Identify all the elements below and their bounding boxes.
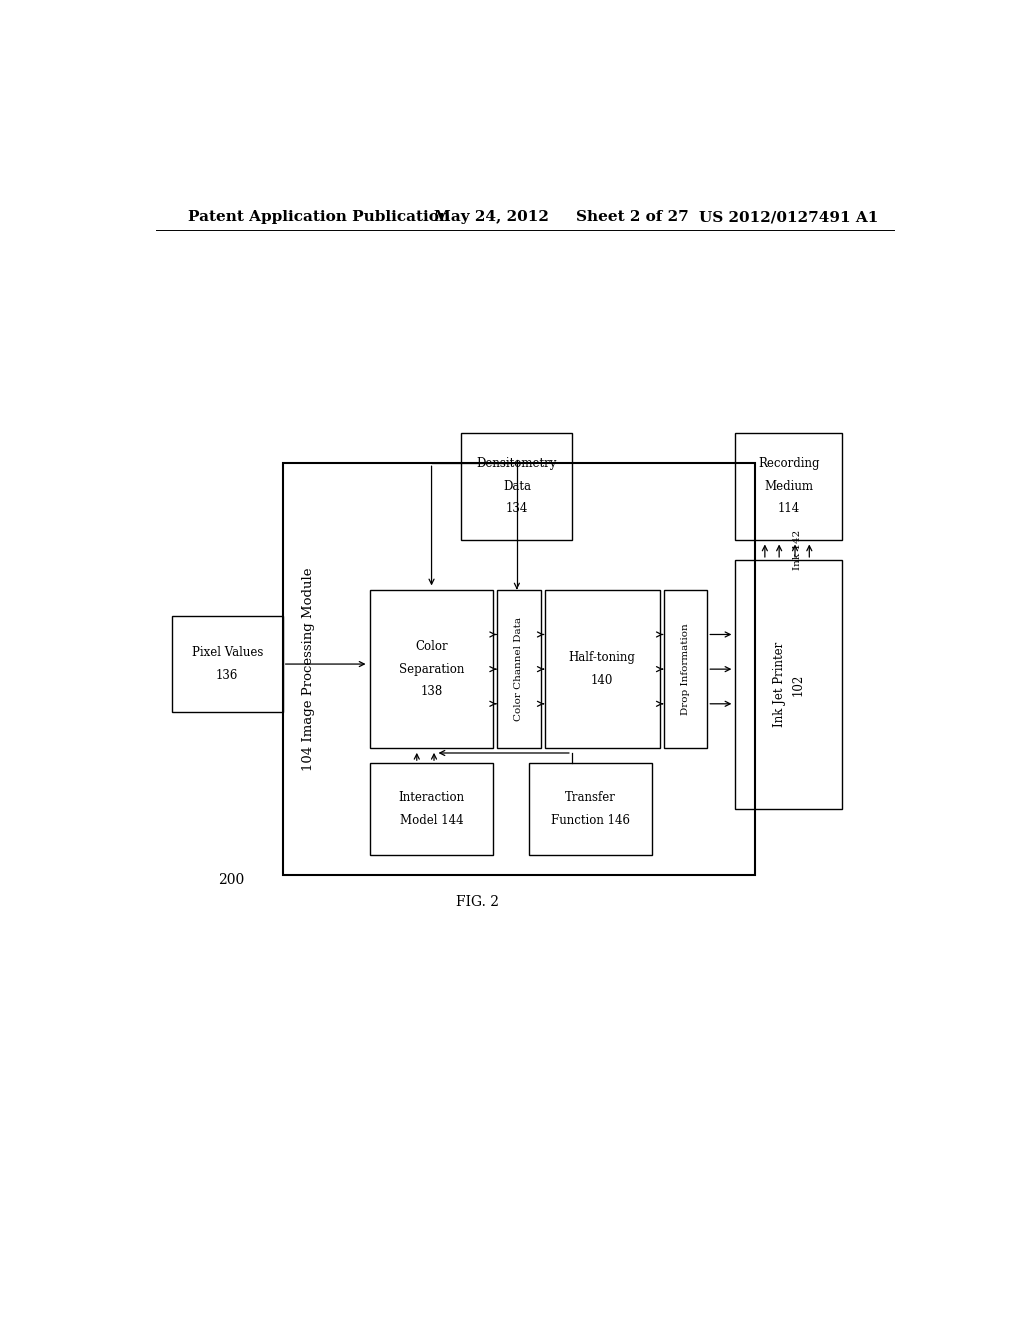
- Text: Half-toning: Half-toning: [568, 652, 636, 664]
- Text: Medium: Medium: [764, 479, 813, 492]
- Text: Transfer: Transfer: [565, 791, 615, 804]
- Text: FIG. 2: FIG. 2: [456, 895, 499, 909]
- Text: Color: Color: [416, 640, 447, 653]
- Text: Data: Data: [503, 479, 530, 492]
- Bar: [497, 590, 541, 748]
- Text: 138: 138: [421, 685, 442, 698]
- Bar: [545, 590, 659, 748]
- Text: Separation: Separation: [399, 663, 464, 676]
- Bar: [664, 590, 708, 748]
- Text: 200: 200: [218, 873, 245, 887]
- Bar: [172, 615, 283, 713]
- Text: 114: 114: [777, 502, 800, 515]
- Bar: [528, 763, 652, 854]
- Bar: [370, 763, 494, 854]
- Text: Densitometry: Densitometry: [477, 457, 557, 470]
- Text: 134: 134: [506, 502, 528, 515]
- Text: 136: 136: [216, 669, 239, 681]
- Text: Recording: Recording: [758, 457, 819, 470]
- Text: US 2012/0127491 A1: US 2012/0127491 A1: [699, 210, 879, 224]
- Text: 104 Image Processing Module: 104 Image Processing Module: [302, 568, 315, 771]
- Text: Sheet 2 of 27: Sheet 2 of 27: [577, 210, 689, 224]
- Text: Interaction: Interaction: [398, 791, 465, 804]
- Bar: [283, 463, 755, 875]
- Bar: [461, 433, 572, 540]
- Text: Ink Jet Printer
102: Ink Jet Printer 102: [773, 642, 805, 727]
- Text: Function 146: Function 146: [551, 813, 630, 826]
- Text: Ink 142: Ink 142: [793, 529, 802, 570]
- Bar: [735, 560, 842, 809]
- Text: Pixel Values: Pixel Values: [191, 647, 263, 660]
- Text: Drop Information: Drop Information: [681, 623, 690, 715]
- Bar: [370, 590, 494, 748]
- Text: Color Channel Data: Color Channel Data: [514, 618, 523, 721]
- Text: Model 144: Model 144: [399, 813, 464, 826]
- Bar: [735, 433, 842, 540]
- Text: Patent Application Publication: Patent Application Publication: [187, 210, 450, 224]
- Text: 140: 140: [591, 673, 613, 686]
- Text: May 24, 2012: May 24, 2012: [433, 210, 549, 224]
